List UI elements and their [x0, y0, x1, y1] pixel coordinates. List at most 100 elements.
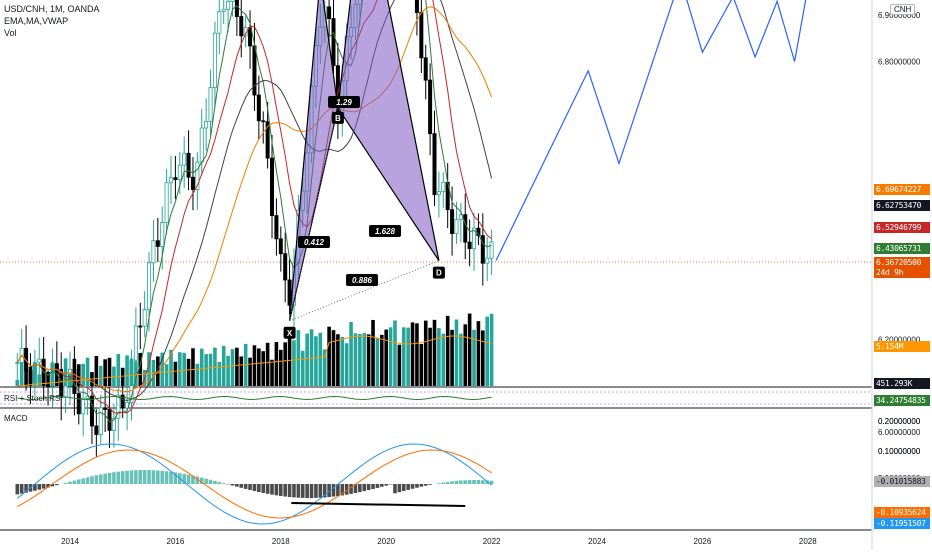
volume-ma-badge: 5.154M — [874, 341, 930, 352]
macd-histogram-bar — [68, 482, 72, 484]
candle-body — [187, 153, 190, 177]
rsi-value-badge: 34.24754835 — [874, 395, 930, 406]
currency-badge[interactable]: CNH — [890, 4, 915, 15]
macd-histogram-bar — [468, 480, 472, 484]
macd-histogram-bar — [156, 470, 160, 484]
candle-body — [455, 219, 458, 233]
candle-body — [433, 134, 436, 195]
macd-histogram-bar — [319, 484, 323, 498]
volume-bar — [420, 344, 424, 386]
macd-histogram-bar — [393, 484, 397, 493]
macd-histogram-bar — [301, 484, 305, 498]
macd-histogram-bar — [279, 484, 283, 496]
volume-bar — [415, 323, 419, 386]
x-tick-label: 2028 — [799, 537, 817, 546]
candle-body — [38, 359, 41, 362]
candle-body — [284, 254, 287, 280]
candle-body — [90, 396, 93, 426]
harmonic-point-label: B — [335, 114, 341, 123]
volume-bar — [204, 354, 208, 386]
macd-histogram-bar — [204, 479, 208, 484]
volume-bar — [349, 322, 353, 386]
volume-bar — [288, 331, 292, 386]
indicators-legend[interactable]: EMA,MA,VWAP — [4, 16, 68, 27]
macd-histogram-bar — [143, 470, 147, 484]
symbol-title[interactable]: USD/CNH, 1M, OANDA — [4, 4, 100, 15]
volume-bar — [433, 320, 437, 386]
volume-bar — [490, 314, 494, 386]
volume-bar — [130, 359, 134, 386]
macd-histogram-bar — [235, 484, 239, 487]
macd-histogram-bar — [138, 470, 142, 484]
volume-bar — [468, 314, 472, 386]
volume-bar — [463, 324, 467, 386]
volume-bar — [389, 327, 393, 386]
harmonic-ratio-label: 1.628 — [375, 227, 396, 236]
candle-body — [437, 191, 440, 194]
rsi-pane-label[interactable]: RSI + Stoch RSI — [4, 394, 62, 403]
macd-histogram-bar — [218, 482, 222, 484]
x-tick-label: 2024 — [588, 537, 606, 546]
candle-body — [165, 183, 168, 223]
volume-bar — [125, 355, 129, 386]
harmonic-bcd-triangle — [338, 0, 439, 261]
volume-bar — [103, 359, 107, 386]
volume-bar — [411, 322, 415, 386]
macd-pane-label[interactable]: MACD — [4, 414, 28, 423]
macd-line-badge: -0.11951507 — [874, 518, 930, 529]
candle-body — [227, 1, 230, 9]
volume-legend[interactable]: Vol — [4, 28, 17, 39]
candle-body — [490, 242, 493, 258]
volume-bar — [358, 334, 362, 386]
macd-histogram-bar — [77, 479, 81, 484]
macd-histogram-bar — [358, 484, 362, 492]
volume-bar — [292, 340, 296, 386]
volume-bar — [165, 364, 169, 386]
candle-body — [143, 310, 146, 327]
candle-body — [450, 210, 453, 234]
volume-bar — [226, 356, 230, 386]
red-ma-price-badge: 6.52946799 — [874, 222, 930, 233]
volume-bar — [231, 349, 235, 386]
macd-signal-badge: -0.10935624 — [874, 507, 930, 518]
volume-bar — [402, 327, 406, 386]
macd-histogram-bar — [376, 484, 380, 488]
volume-bar — [323, 349, 327, 386]
x-tick-label: 2020 — [377, 537, 395, 546]
macd-histogram-bar — [261, 484, 265, 493]
macd-tick-label: 0.10000000 — [878, 447, 921, 456]
candle-body — [161, 222, 164, 246]
ma-price-badge: 6.62753470 — [874, 200, 930, 211]
macd-histogram-bar — [248, 484, 252, 490]
macd-histogram-bar — [367, 484, 371, 490]
volume-bar — [380, 335, 384, 386]
volume-bar — [367, 334, 371, 386]
volume-bar — [424, 321, 428, 386]
volume-bar — [332, 330, 336, 386]
volume-bar — [485, 317, 489, 386]
macd-histogram-bar — [253, 484, 257, 491]
candle-body — [486, 258, 489, 263]
macd-histogram-bar — [411, 484, 415, 489]
macd-histogram-bar — [450, 481, 454, 484]
harmonic-ratio-label: 1.29 — [336, 98, 352, 107]
macd-histogram-bar — [275, 484, 279, 495]
x-tick-label: 2016 — [167, 537, 185, 546]
macd-histogram-bar — [99, 474, 103, 484]
volume-bar — [393, 320, 397, 386]
projection-path — [496, 0, 843, 261]
macd-histogram-bar — [37, 484, 41, 490]
macd-histogram-bar — [73, 481, 77, 484]
volume-last-badge: 451.293K — [874, 378, 930, 389]
macd-histogram-bar — [371, 484, 375, 489]
candle-body — [99, 408, 102, 435]
candle-body — [231, 0, 234, 1]
candle-body — [442, 182, 445, 191]
candle-body — [152, 241, 155, 263]
volume-bar — [16, 380, 20, 386]
price-tick-label: 6.00000000 — [878, 428, 921, 437]
candle-body — [16, 362, 19, 363]
candle-body — [279, 239, 282, 254]
